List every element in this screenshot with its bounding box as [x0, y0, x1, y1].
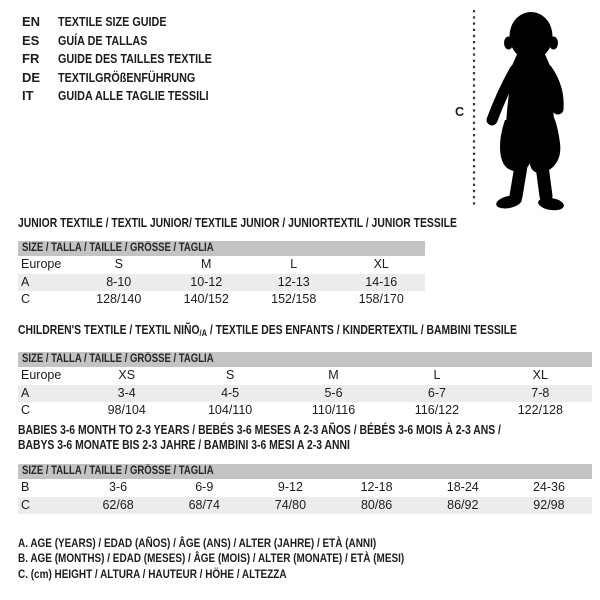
age-cell: 4-5	[221, 385, 240, 400]
language-row-es: ES GUÍA DE TALLAS	[22, 32, 243, 51]
language-code: DE	[22, 69, 41, 85]
size-cell: M	[201, 257, 212, 271]
language-label: TEXTILE SIZE GUIDE	[58, 14, 167, 29]
children-size-table: SIZE / TALLA / TAILLE / GRÖSSE / TAGLIA …	[18, 352, 592, 420]
height-cell: 92/98	[533, 497, 565, 512]
row-label: Europe	[21, 368, 62, 382]
row-label: A	[21, 274, 30, 289]
height-cell: 158/170	[358, 292, 404, 306]
age-cell: 6-9	[195, 480, 214, 494]
table-row-height: C 128/140 140/152 152/158 158/170	[18, 291, 425, 309]
table-row-age: A 3-4 4-5 5-6 6-7 7-8	[18, 384, 592, 402]
age-cell: 10-12	[190, 274, 223, 289]
language-code: EN	[22, 14, 41, 29]
height-cell: 116/122	[414, 403, 460, 417]
baby-silhouette-icon	[472, 10, 564, 211]
size-cell: S	[225, 368, 235, 382]
height-cell: 140/152	[183, 292, 229, 306]
height-cell: 128/140	[96, 292, 142, 306]
section-heading-junior-text: JUNIOR TEXTILE / TEXTIL JUNIOR/ TEXTILE …	[18, 216, 457, 230]
section-heading-children-text: CHILDREN'S TEXTILE / TEXTIL NIÑO/A / TEX…	[18, 323, 517, 339]
height-cell: 152/158	[271, 292, 317, 306]
height-cell: 74/80	[274, 497, 307, 512]
age-cell: 3-6	[109, 480, 128, 494]
height-cell: 122/128	[517, 403, 563, 417]
age-cell: 8-10	[106, 274, 132, 289]
height-cell: 104/110	[207, 403, 253, 417]
junior-size-table: SIZE / TALLA / TAILLE / GRÖSSE / TAGLIA …	[18, 241, 425, 309]
measure-label-c: C	[455, 105, 465, 119]
size-cell: M	[328, 368, 339, 382]
row-label: Europe	[21, 257, 62, 271]
size-cell: XL	[532, 368, 548, 382]
language-label: GUIDA ALLE TAGLIE TESSILI	[58, 88, 209, 104]
section-heading-junior: JUNIOR TEXTILE / TEXTIL JUNIOR/ TEXTILE …	[18, 217, 547, 230]
age-cell: 12-18	[360, 480, 393, 494]
language-row-fr: FR GUIDE DES TAILLES TEXTILE	[22, 50, 243, 69]
size-header-bar-text: SIZE / TALLA / TAILLE / GRÖSSE / TAGLIA	[22, 242, 214, 254]
size-cell: L	[433, 368, 441, 382]
age-cell: 14-16	[365, 274, 398, 289]
age-cell: 6-7	[427, 385, 446, 400]
footnote-c: C. (cm) HEIGHT / ALTURA / HAUTEUR / HÖHE…	[18, 566, 287, 581]
row-label: C	[21, 497, 31, 512]
language-code: IT	[22, 88, 34, 104]
age-cell: 5-6	[324, 385, 343, 400]
table-row-height: C 98/104 104/110 110/116 116/122 122/128	[18, 402, 592, 420]
size-cell: XL	[373, 257, 389, 271]
language-label: TEXTILGRÖßENFÜHRUNG	[58, 69, 196, 85]
language-label: GUÍA DE TALLAS	[58, 32, 148, 48]
table-row-europe: Europe XS S M L XL	[18, 367, 592, 385]
size-cell: L	[290, 257, 298, 271]
size-header-bar: SIZE / TALLA / TAILLE / GRÖSSE / TAGLIA	[18, 464, 592, 479]
table-row-europe: Europe S M L XL	[18, 256, 425, 274]
language-code: FR	[22, 51, 40, 67]
size-header-bar-text: SIZE / TALLA / TAILLE / GRÖSSE / TAGLIA	[22, 353, 214, 365]
section-heading-children: CHILDREN'S TEXTILE / TEXTIL NIÑO/A / TEX…	[18, 324, 600, 340]
height-cell: 80/86	[360, 497, 393, 512]
measurement-figure: C	[450, 6, 598, 216]
language-row-en: EN TEXTILE SIZE GUIDE	[22, 13, 243, 32]
row-label: C	[21, 292, 31, 306]
footnote-legend: A. AGE (YEARS) / EDAD (AÑOS) / ÂGE (ANS)…	[18, 536, 483, 582]
language-code: ES	[22, 32, 40, 48]
height-cell: 68/74	[188, 497, 220, 512]
row-label: B	[21, 480, 30, 494]
language-row-it: IT GUIDA ALLE TAGLIE TESSILI	[22, 87, 243, 106]
size-cell: XS	[118, 368, 136, 382]
age-cell: 12-13	[277, 274, 310, 289]
height-cell: 62/68	[102, 497, 134, 512]
table-row-height: C 62/68 68/74 74/80 80/86 86/92 92/98	[18, 496, 592, 514]
size-header-bar: SIZE / TALLA / TAILLE / GRÖSSE / TAGLIA	[18, 352, 592, 367]
size-header-bar-text: SIZE / TALLA / TAILLE / GRÖSSE / TAGLIA	[22, 465, 214, 477]
age-cell: 7-8	[531, 385, 550, 400]
section-heading-babies-line1: BABIES 3-6 MONTH TO 2-3 YEARS / BEBÉS 3-…	[18, 423, 501, 437]
age-cell: 24-36	[532, 480, 565, 494]
height-cell: 110/116	[311, 403, 356, 417]
section-heading-babies: BABIES 3-6 MONTH TO 2-3 YEARS / BEBÉS 3-…	[18, 423, 600, 453]
footnote-a: A. AGE (YEARS) / EDAD (AÑOS) / ÂGE (ANS)…	[18, 536, 377, 550]
language-list: EN TEXTILE SIZE GUIDE ES GUÍA DE TALLAS …	[22, 13, 243, 106]
height-cell: 86/92	[447, 497, 479, 512]
language-label: GUIDE DES TAILLES TEXTILE	[58, 51, 212, 67]
section-heading-babies-line2: BABYS 3-6 MONATE BIS 2-3 JAHRE / BAMBINI…	[18, 438, 350, 452]
row-label: A	[21, 385, 30, 400]
nino-a-subscript: /A	[199, 328, 208, 338]
size-cell: S	[114, 257, 123, 271]
row-label: C	[21, 403, 31, 417]
size-header-bar: SIZE / TALLA / TAILLE / GRÖSSE / TAGLIA	[18, 241, 425, 256]
footnote-b: B. AGE (MONTHS) / EDAD (MESES) / ÂGE (MO…	[18, 551, 405, 566]
table-row-age: A 8-10 10-12 12-13 14-16	[18, 273, 425, 291]
age-cell: 3-4	[117, 385, 136, 400]
height-cell: 98/104	[107, 403, 146, 417]
language-row-de: DE TEXTILGRÖßENFÜHRUNG	[22, 69, 243, 88]
age-cell: 18-24	[446, 480, 479, 494]
babies-size-table: SIZE / TALLA / TAILLE / GRÖSSE / TAGLIA …	[18, 464, 592, 514]
age-cell: 9-12	[277, 480, 303, 494]
table-row-age-months: B 3-6 6-9 9-12 12-18 18-24 24-36	[18, 479, 592, 497]
